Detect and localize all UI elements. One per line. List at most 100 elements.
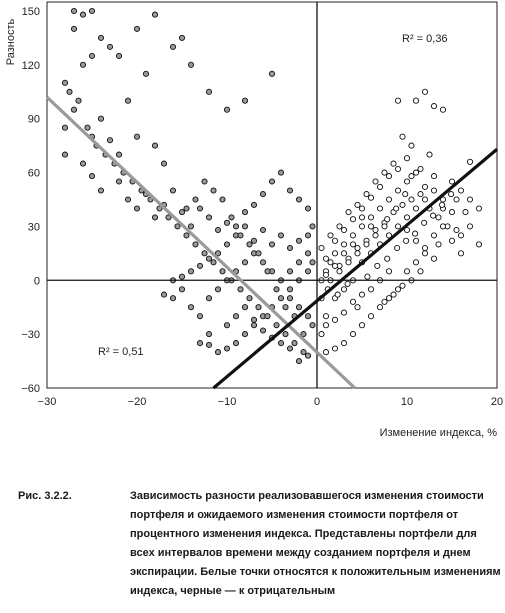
black-point: [160, 160, 168, 167]
white-point: [417, 268, 424, 275]
r2-positive-label: R² = 0,36: [402, 33, 448, 45]
white-point: [364, 273, 371, 280]
white-point: [435, 214, 442, 221]
black-point: [84, 124, 91, 131]
black-point: [223, 106, 231, 113]
white-point: [331, 237, 339, 244]
white-point: [412, 205, 420, 212]
white-point: [394, 286, 402, 293]
white-point: [421, 219, 428, 226]
white-point: [421, 196, 429, 203]
y-tick-label: −60: [21, 383, 40, 395]
black-point: [183, 232, 190, 239]
black-point: [309, 223, 316, 230]
black-point: [295, 358, 303, 365]
black-point: [277, 340, 285, 347]
black-point: [282, 304, 289, 311]
white-point: [430, 173, 438, 180]
white-point: [349, 331, 357, 338]
black-point: [286, 345, 294, 352]
black-point: [142, 70, 150, 77]
black-point: [205, 295, 213, 302]
white-point: [448, 209, 456, 216]
black-point: [196, 313, 204, 320]
black-point: [205, 341, 213, 348]
black-point: [115, 52, 123, 59]
black-point: [219, 196, 226, 203]
black-point: [160, 291, 168, 298]
white-point: [327, 232, 334, 239]
black-point: [187, 61, 195, 68]
white-point: [417, 165, 424, 173]
y-tick-label: 30: [28, 221, 40, 233]
black-point: [223, 322, 231, 329]
white-point: [417, 191, 424, 198]
white-point: [408, 173, 415, 180]
black-point: [75, 97, 82, 104]
white-point: [340, 309, 348, 316]
black-point: [178, 209, 186, 216]
black-point: [115, 151, 123, 158]
black-point: [286, 187, 294, 194]
black-point: [178, 286, 186, 293]
white-point: [345, 209, 352, 216]
white-point: [349, 232, 357, 239]
white-point: [318, 244, 325, 252]
black-point: [165, 214, 172, 221]
black-point: [97, 34, 105, 41]
white-point: [340, 226, 348, 234]
black-point: [106, 43, 114, 50]
white-point: [439, 201, 446, 208]
white-point: [439, 106, 447, 113]
black-point: [223, 219, 231, 226]
x-tick-label: −30: [38, 396, 57, 408]
black-point: [268, 241, 276, 248]
white-point: [322, 271, 330, 278]
white-point: [363, 191, 370, 198]
black-point: [268, 178, 276, 185]
black-point: [205, 331, 213, 338]
x-tick-label: −20: [128, 396, 147, 408]
black-point: [151, 11, 159, 18]
white-point: [412, 237, 420, 244]
white-point: [354, 250, 361, 257]
white-point: [453, 196, 460, 203]
black-point: [241, 331, 249, 338]
black-point: [178, 34, 186, 41]
white-point: [439, 223, 447, 230]
white-point: [376, 205, 384, 212]
black-point: [201, 250, 208, 257]
white-point: [403, 214, 411, 221]
x-axis-label: Изменение индекса, %: [380, 427, 498, 439]
r2-negative-label: R² = 0,51: [98, 346, 144, 358]
black-point: [300, 331, 307, 338]
x-tick-labels: −30 −20 −10 0 10 20: [38, 396, 503, 408]
black-point: [268, 70, 276, 77]
white-point: [354, 244, 361, 252]
white-point: [399, 282, 406, 289]
white-point: [393, 205, 400, 212]
white-point: [385, 232, 393, 239]
y-axis-label: Разность: [5, 19, 17, 66]
white-point: [394, 165, 402, 173]
white-point: [358, 291, 366, 298]
white-point: [367, 313, 375, 320]
black-point: [133, 25, 141, 32]
black-point: [133, 133, 141, 140]
black-point: [223, 241, 231, 248]
black-point: [61, 124, 69, 131]
black-point: [241, 304, 249, 311]
white-point: [367, 223, 375, 230]
y-tick-label: 60: [28, 168, 40, 180]
white-point: [354, 201, 361, 208]
black-point: [241, 97, 249, 104]
white-point: [367, 194, 375, 201]
y-tick-label: −30: [21, 329, 40, 341]
white-point: [466, 196, 474, 203]
black-point: [259, 226, 267, 234]
black-point: [304, 313, 312, 320]
black-point: [133, 205, 141, 212]
white-point: [394, 97, 402, 104]
black-point: [61, 79, 69, 86]
black-point: [124, 97, 132, 104]
